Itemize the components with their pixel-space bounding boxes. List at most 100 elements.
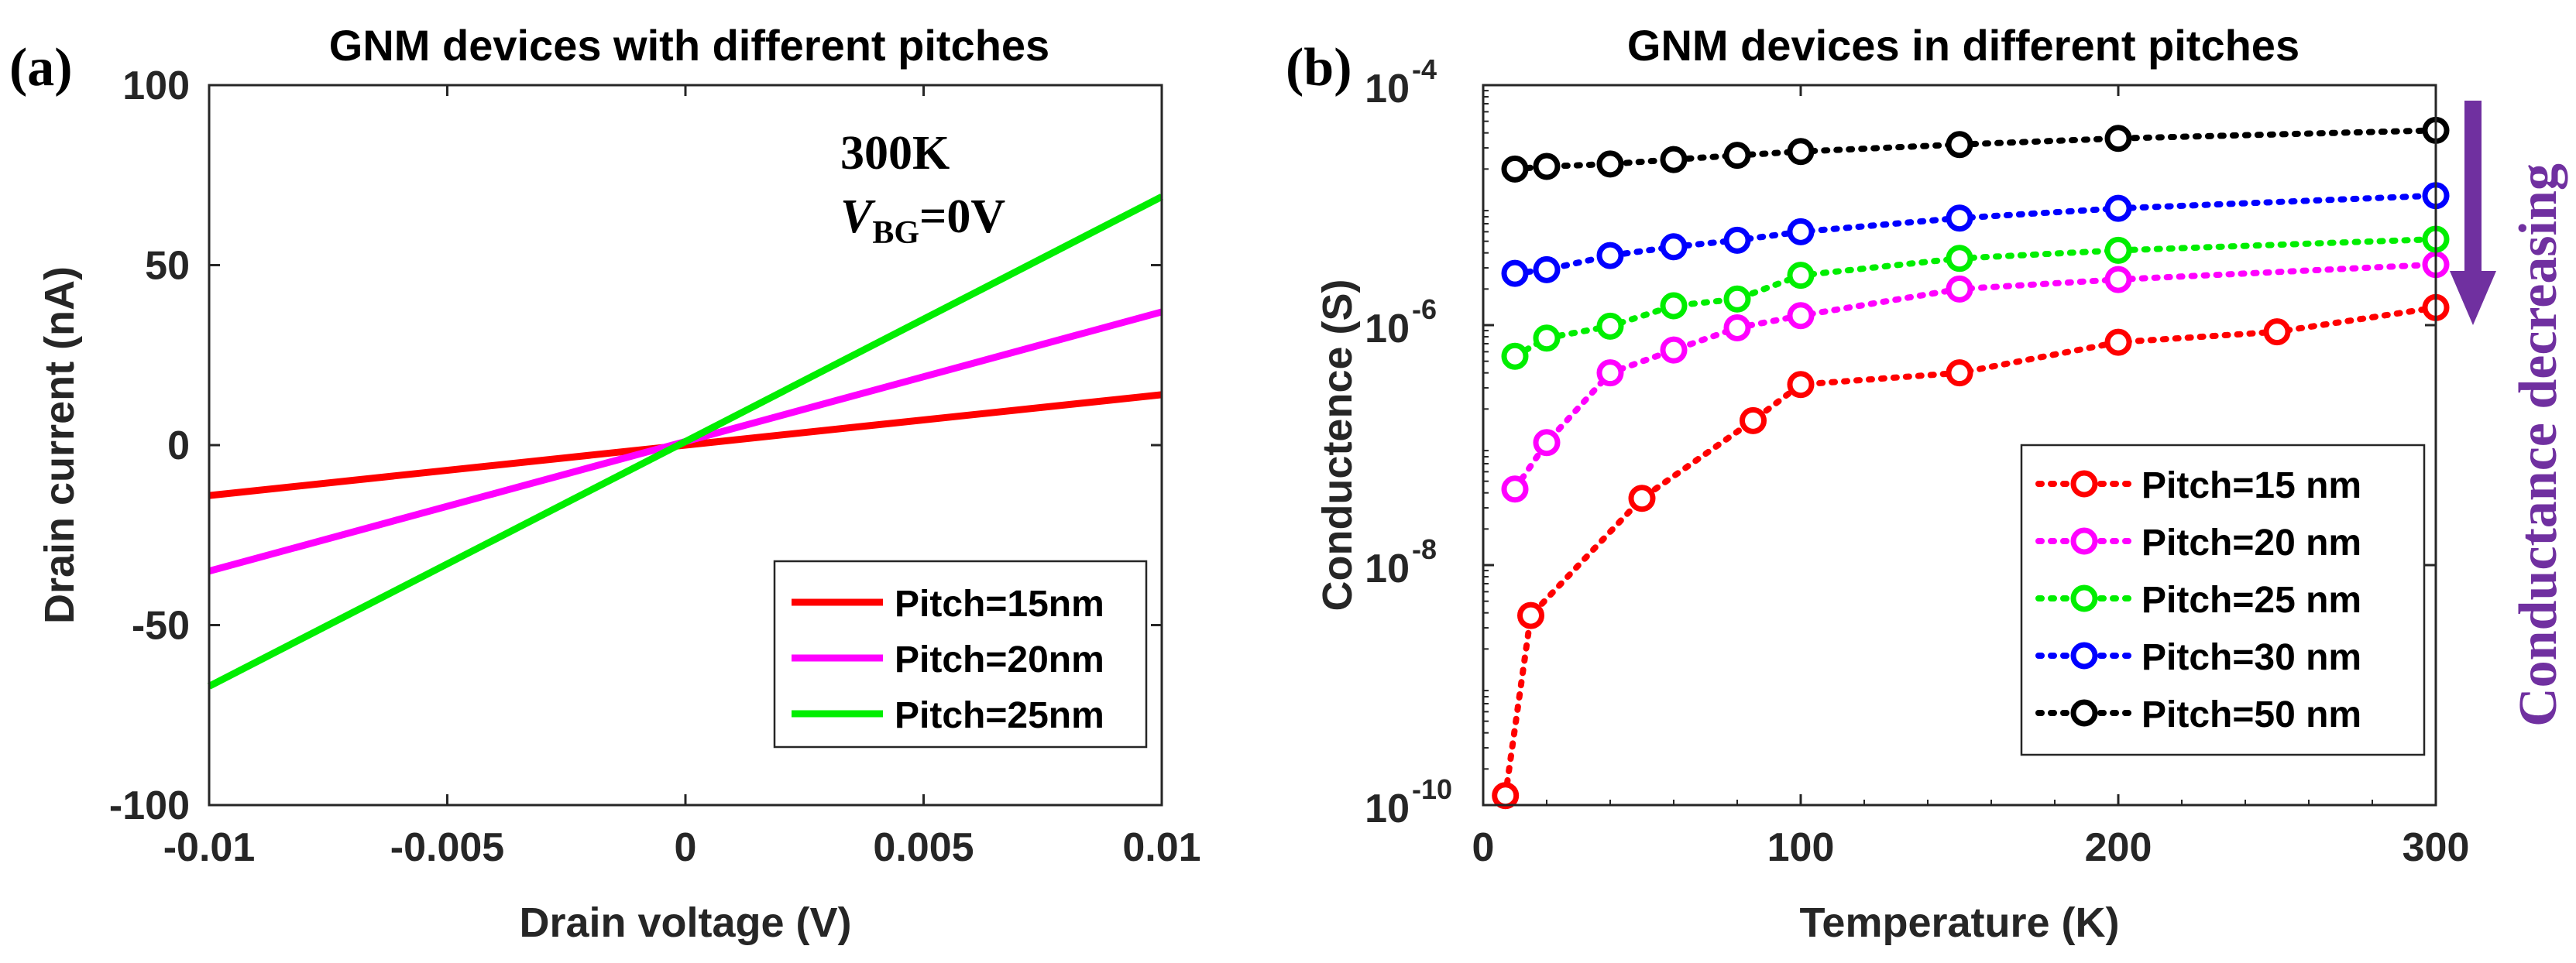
data-point-pitch-25-nm	[1946, 245, 1973, 272]
data-point-pitch-50-nm	[1533, 153, 1561, 180]
data-point-pitch-30-nm	[1946, 204, 1973, 232]
temperature-annotation: 300K	[840, 127, 950, 180]
panel-a-y-label: Drain current (nA)	[36, 266, 83, 624]
data-point-pitch-20-nm	[1723, 314, 1751, 341]
panel-a: (a) GNM devices with different pitches -…	[9, 21, 1201, 946]
data-point-pitch-30-nm	[1596, 242, 1624, 269]
panel-a-x-tick-labels: -0.01 -0.005 0 0.005 0.01	[163, 825, 1201, 870]
data-point-pitch-15-nm	[1628, 485, 1656, 512]
data-point-pitch-50-nm	[1501, 155, 1529, 183]
legend-label: Pitch=30 nm	[2142, 637, 2361, 678]
panel-b-y-tick-exponent: -10	[1412, 773, 1452, 805]
gate-voltage-symbol: V	[840, 190, 876, 243]
panel-a-y-tick-labels: -100 -50 0 50 100	[109, 63, 190, 828]
legend-marker	[2070, 527, 2098, 555]
legend-marker	[2070, 642, 2098, 670]
gate-voltage-value: =0V	[919, 190, 1005, 243]
panel-b-legend: Pitch=15 nm Pitch=20 nm Pitch=25 nm Pitch=3…	[2020, 444, 2426, 756]
legend-label: Pitch=25 nm	[2142, 580, 2361, 621]
data-point-pitch-20-nm	[1946, 275, 1973, 303]
legend-label: Pitch=25nm	[895, 695, 1104, 736]
data-point-pitch-30-nm	[1787, 218, 1815, 245]
data-point-pitch-25-nm	[1723, 285, 1751, 313]
panel-a-legend: Pitch=15nm Pitch=20nm Pitch=25nm	[773, 560, 1148, 749]
data-point-pitch-15-nm	[2104, 328, 2132, 356]
data-point-pitch-15-nm	[1787, 371, 1815, 399]
panel-b-legend-items: Pitch=15 nm Pitch=20 nm Pitch=25 nm Pitch=3…	[2035, 465, 2361, 735]
data-point-pitch-25-nm	[1533, 324, 1561, 352]
gate-voltage-annotation: VBG=0V	[840, 190, 1005, 251]
legend-marker	[2070, 584, 2098, 612]
conductance-arrow	[2450, 101, 2496, 325]
panel-a-y-tick-label: 0	[167, 423, 190, 468]
legend-label: Pitch=15nm	[895, 584, 1104, 625]
data-point-pitch-50-nm	[1660, 146, 1688, 173]
panel-b-y-tick-label: 10	[1365, 67, 1410, 111]
panel-a-y-tick-label: 100	[122, 63, 190, 108]
panel-b-x-tick-label: 200	[2085, 825, 2152, 870]
panel-a-x-tick-label: 0	[675, 825, 697, 870]
legend-label: Pitch=50 nm	[2142, 694, 2361, 735]
data-point-pitch-15-nm	[1517, 601, 1544, 629]
data-point-pitch-15-nm	[2263, 318, 2291, 346]
panel-b-label: (b)	[1286, 38, 1352, 98]
data-point-pitch-30-nm	[1501, 259, 1529, 287]
panel-a-axes-box	[208, 84, 1163, 807]
panel-b-title: GNM devices in different pitches	[1627, 21, 2300, 70]
data-point-pitch-25-nm	[1660, 292, 1688, 320]
data-point-pitch-20-nm	[1533, 429, 1561, 457]
panel-a-y-tick-label: 50	[145, 244, 190, 289]
panel-b-y-tick-exponent: -4	[1412, 53, 1437, 85]
panel-a-title: GNM devices with different pitches	[329, 21, 1049, 70]
data-point-pitch-50-nm	[1596, 150, 1624, 178]
legend-label: Pitch=15 nm	[2142, 465, 2361, 506]
series-line-pitch-30-nm	[1512, 192, 2439, 277]
data-point-pitch-20-nm	[1596, 359, 1624, 387]
data-point-pitch-50-nm	[1723, 142, 1751, 170]
data-point-pitch-30-nm	[1723, 226, 1751, 254]
data-point-pitch-15-nm	[1946, 359, 1973, 387]
data-point-pitch-25-nm	[1596, 312, 1624, 340]
panel-a-legend-items: Pitch=15nm Pitch=20nm Pitch=25nm	[792, 584, 1104, 736]
data-point-pitch-25-nm	[1501, 342, 1529, 370]
legend-marker	[2070, 470, 2098, 498]
panel-a-y-tick-label: -100	[109, 783, 190, 828]
panel-a-x-tick-label: -0.01	[163, 825, 256, 870]
panel-b-y-tick-exponent: -6	[1412, 293, 1437, 325]
panel-b-y-label: Conductence (S)	[1314, 279, 1361, 611]
data-point-pitch-50-nm	[2104, 125, 2132, 153]
panel-b-y-tick-label: 10	[1365, 307, 1410, 351]
panel-b-x-tick-label: 100	[1767, 825, 1835, 870]
panel-b-x-label: Temperature (K)	[1799, 900, 2119, 946]
panel-b-axes-box	[1482, 84, 2437, 807]
data-point-pitch-20-nm	[2104, 266, 2132, 293]
data-point-pitch-15-nm	[1492, 782, 1520, 810]
panel-b-x-tick-labels: 0 100 200 300	[1472, 825, 2470, 870]
data-point-pitch-50-nm	[1946, 131, 1973, 159]
panel-a-x-tick-label: 0.005	[873, 825, 974, 870]
conductance-decreasing-label: Conductance decreasing	[2509, 163, 2568, 727]
data-point-pitch-20-nm	[1501, 475, 1529, 503]
data-point-pitch-20-nm	[1660, 336, 1688, 364]
data-point-pitch-15-nm	[1740, 406, 1767, 434]
panel-b-y-tick-exponent: -8	[1412, 533, 1437, 565]
legend-label: Pitch=20nm	[895, 639, 1104, 680]
data-point-pitch-50-nm	[1787, 138, 1815, 166]
panel-a-x-label: Drain voltage (V)	[519, 900, 851, 946]
data-point-pitch-30-nm	[1660, 233, 1688, 261]
panel-b-y-tick-label: 10	[1365, 547, 1410, 591]
data-point-pitch-20-nm	[1787, 302, 1815, 330]
panel-a-x-tick-label: 0.01	[1122, 825, 1200, 870]
panel-b-x-tick-label: 300	[2403, 825, 2470, 870]
series-line-pitch-25-nm	[1512, 236, 2439, 360]
panel-a-x-tick-label: -0.005	[390, 825, 504, 870]
data-point-pitch-25-nm	[2104, 236, 2132, 264]
legend-marker	[2070, 699, 2098, 727]
panel-b-series	[1492, 116, 2450, 810]
panel-a-label: (a)	[9, 38, 73, 98]
data-point-pitch-25-nm	[1787, 262, 1815, 290]
series-line-pitch-25nm	[207, 194, 1164, 690]
data-point-pitch-30-nm	[2104, 194, 2132, 222]
series-line-pitch-50-nm	[1512, 127, 2439, 173]
